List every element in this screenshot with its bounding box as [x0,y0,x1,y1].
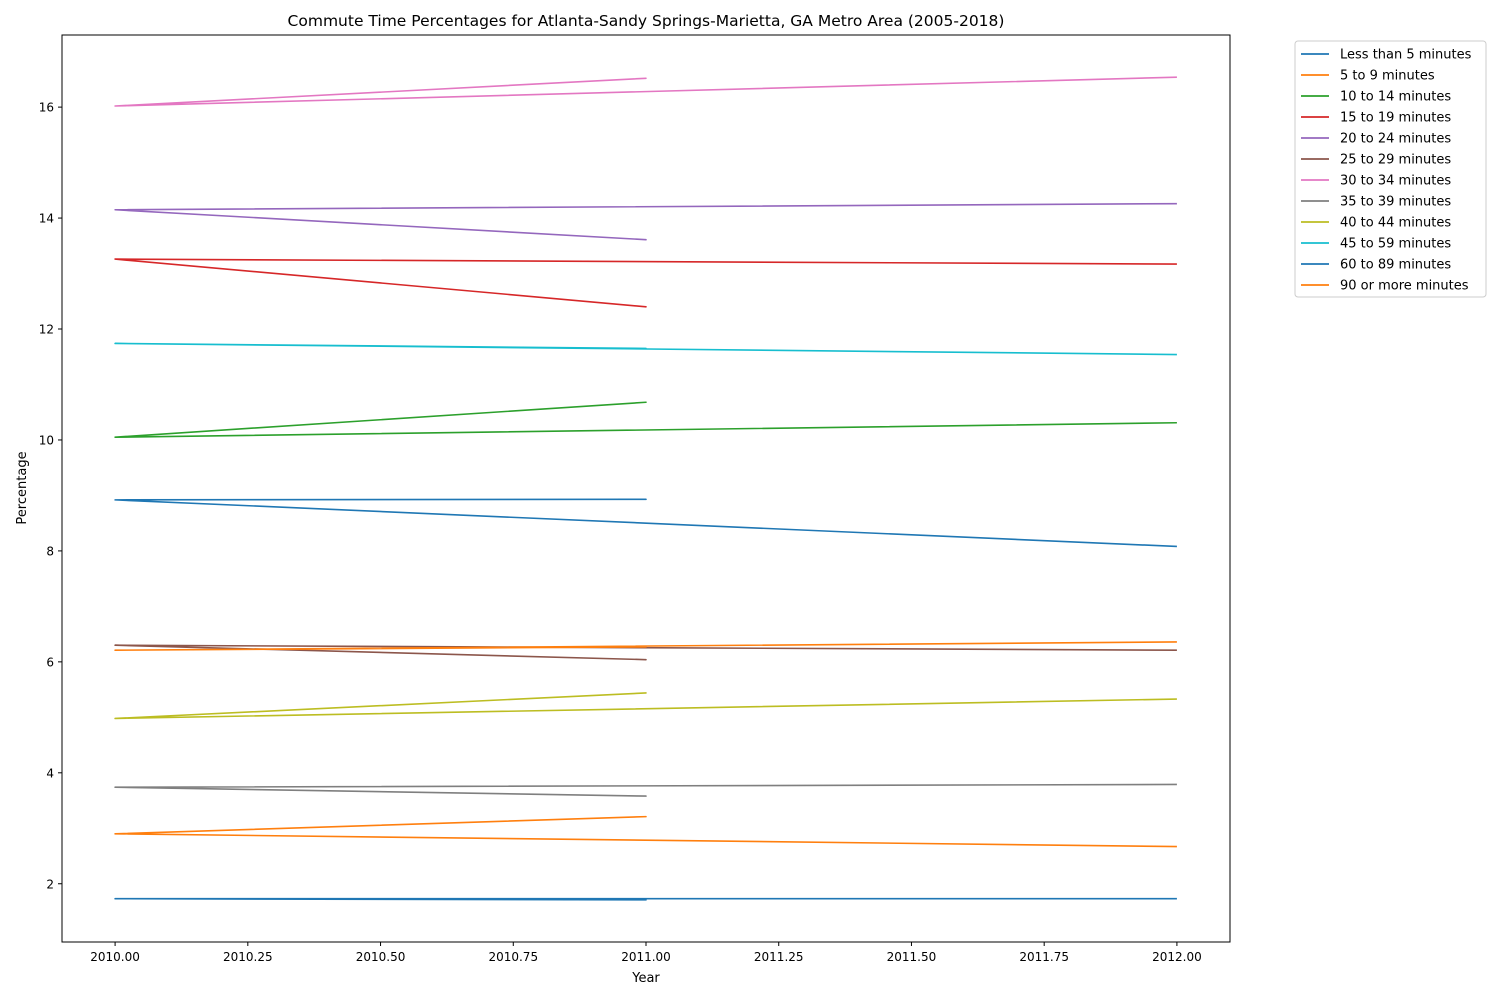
series-line-5 [114,202,1177,241]
series-line-9 [114,692,1177,720]
series-line-3 [114,401,1177,438]
y-tick-label: 14 [39,212,54,226]
series-line-11 [114,498,1177,548]
series-line-10 [114,342,1177,356]
x-tick-label: 2010.25 [223,950,273,964]
chart-title: Commute Time Percentages for Atlanta-San… [288,12,1005,30]
y-tick-label: 2 [46,877,54,891]
series-line-2 [114,815,1177,848]
series-line-12 [114,641,1177,652]
y-tick-label: 16 [39,101,54,115]
y-tick-label: 10 [39,433,54,447]
y-tick-label: 12 [39,323,54,337]
series-line-6 [114,644,1177,661]
legend-frame [1294,40,1487,298]
legend: Less than 5 minutes 5 to 9 minutes 10 to 1… [1294,40,1487,298]
y-axis-label: Percentage [15,451,30,524]
legend-label: 20 to 24 minutes [1340,132,1451,147]
x-tick-label: 2010.00 [90,950,140,964]
series-line-8 [114,783,1177,797]
legend-label: 30 to 34 minutes [1340,174,1451,189]
legend-label: 35 to 39 minutes [1340,195,1451,210]
legend-label: 90 or more minutes [1340,279,1469,294]
legend-label: 5 to 9 minutes [1340,69,1435,84]
x-tick-label: 2011.75 [1019,950,1069,964]
plot-area-frame [61,34,1231,943]
y-tick-label: 4 [46,766,54,780]
x-tick-label: 2011.50 [887,950,937,964]
series-line-1 [114,897,1177,901]
legend-label: 10 to 14 minutes [1340,90,1451,105]
y-axis-ticks: 2 4 6 8 10 12 14 16 [39,101,62,891]
y-tick-label: 6 [46,655,54,669]
y-tick-label: 8 [46,544,54,558]
legend-label: Less than 5 minutes [1340,48,1472,63]
x-tick-label: 2011.00 [621,950,671,964]
series-line-4 [114,258,1177,308]
legend-label: 15 to 19 minutes [1340,111,1451,126]
series-line-7 [114,76,1177,107]
series-lines [114,76,1177,901]
legend-label: 40 to 44 minutes [1340,216,1451,231]
x-axis-label: Year [631,971,660,986]
x-tick-label: 2010.75 [488,950,538,964]
x-axis-ticks: 2010.00 2010.25 2010.50 2010.75 2011.00 2011.… [90,942,1202,964]
x-tick-label: 2010.50 [356,950,406,964]
legend-label: 60 to 89 minutes [1340,258,1451,273]
legend-label: 25 to 29 minutes [1340,153,1451,168]
x-tick-label: 2012.00 [1152,950,1202,964]
legend-label: 45 to 59 minutes [1340,237,1451,252]
x-tick-label: 2011.25 [754,950,804,964]
